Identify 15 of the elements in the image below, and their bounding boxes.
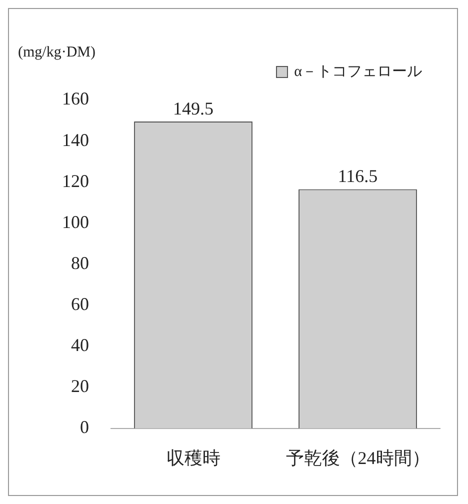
y-tick-label: 120	[62, 170, 89, 191]
y-tick-label: 0	[80, 417, 89, 438]
y-axis-title: (mg/kg·DM)	[18, 44, 96, 60]
x-tick-label: 収穫時	[166, 448, 220, 468]
y-tick-label: 160	[62, 88, 89, 109]
y-tick-label: 40	[71, 335, 89, 356]
data-label: 116.5	[338, 166, 378, 186]
y-tick-label: 80	[71, 252, 89, 273]
y-tick-label: 20	[71, 376, 89, 396]
y-tick-label: 100	[62, 212, 89, 232]
data-label: 149.5	[173, 98, 214, 118]
y-tick-label: 60	[71, 294, 89, 314]
text: α－トコフェロール	[294, 63, 422, 81]
x-tick-label: 予乾後（24時間）	[286, 448, 430, 468]
y-tick-label: 140	[62, 130, 89, 150]
